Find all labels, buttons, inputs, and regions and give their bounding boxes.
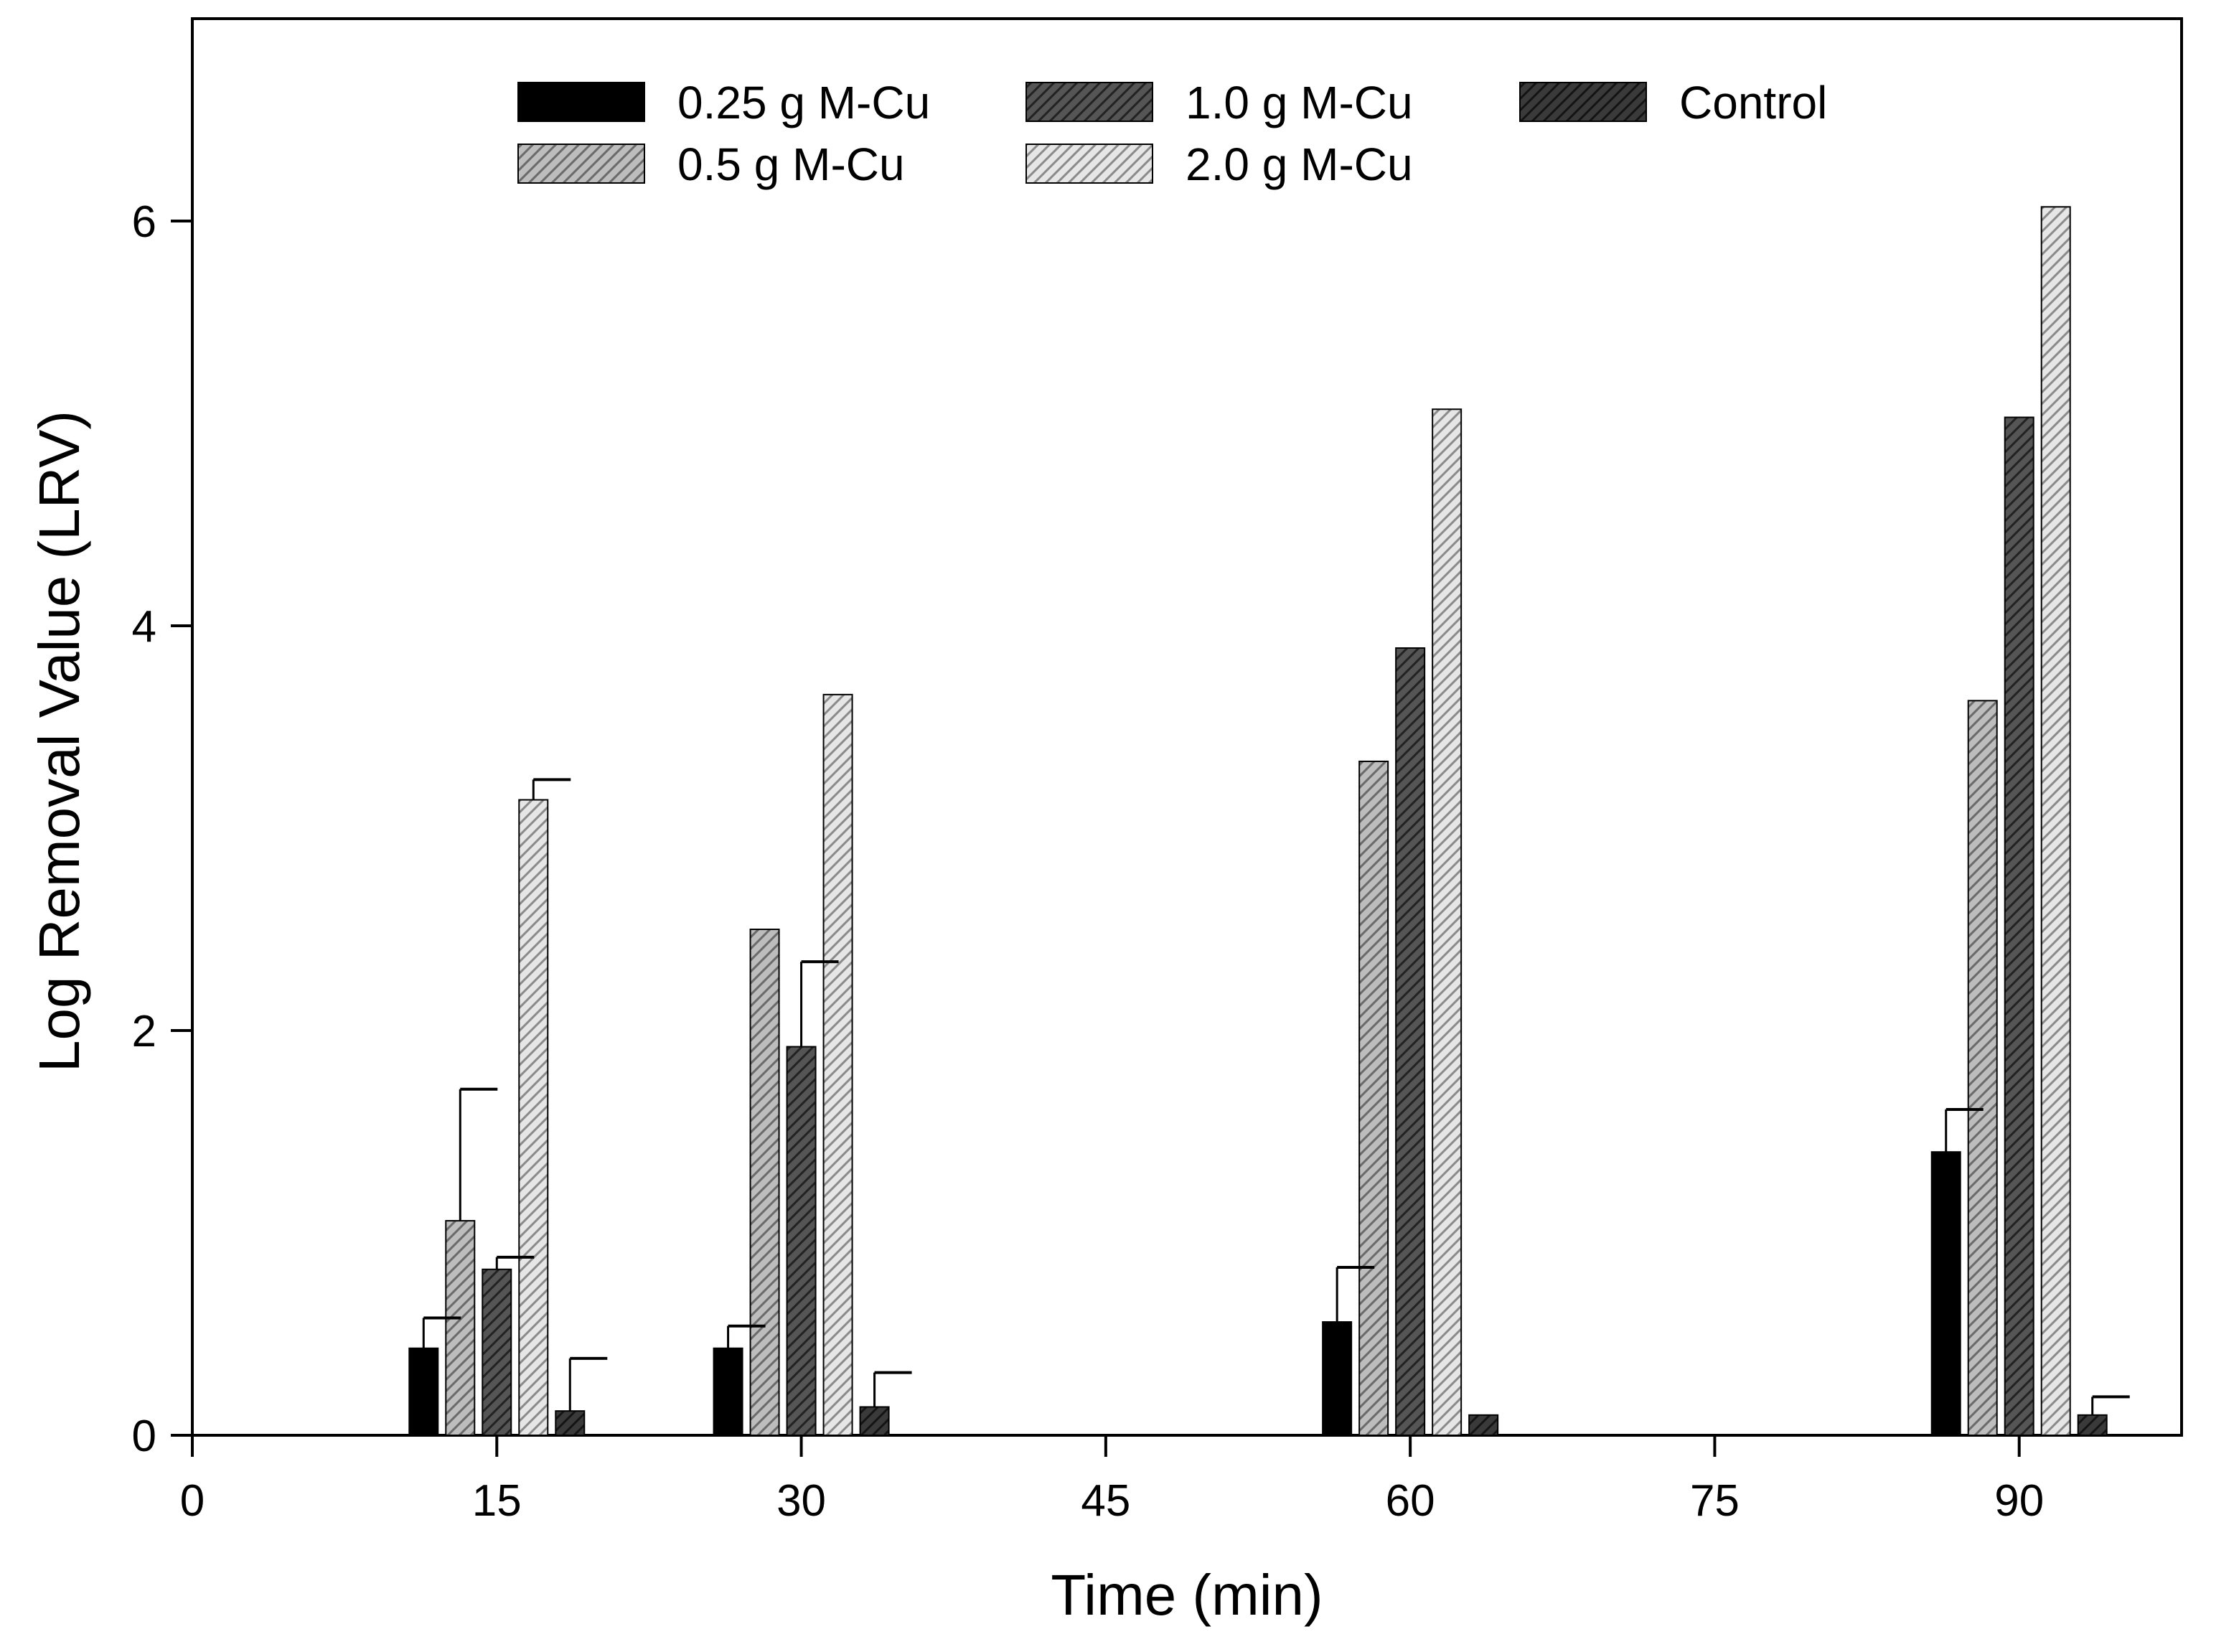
plot-frame-layer (191, 17, 2183, 1437)
bar-2-0-g-m-cu-t30 (822, 693, 853, 1436)
bar-2-0-g-m-cu-t90 (2040, 206, 2071, 1436)
bar-0-5-g-m-cu-t60 (1358, 760, 1389, 1436)
legend-swatch-1-0-g-m-cu (1025, 82, 1153, 122)
y-tick-label-6: 6 (132, 197, 156, 247)
bar-control-t15 (555, 1410, 586, 1437)
x-tick-label-75: 75 (1690, 1476, 1740, 1526)
bar-0-5-g-m-cu-t15 (445, 1220, 476, 1436)
x-tick-label-60: 60 (1386, 1476, 1435, 1526)
x-tick-label-0: 0 (180, 1476, 205, 1526)
x-axis-label: Time (min) (1051, 1563, 1323, 1627)
plot-frame (191, 17, 2183, 1437)
bar-0-25-g-m-cu-t90 (1930, 1151, 1961, 1436)
x-tick-label-45: 45 (1081, 1476, 1130, 1526)
legend-swatch-control (1519, 82, 1647, 122)
bar-control-t90 (2077, 1414, 2108, 1437)
y-tick-label-4: 4 (132, 602, 156, 652)
legend-label-0-25-g-m-cu: 0.25 g M-Cu (677, 77, 930, 128)
legend-swatch-0-5-g-m-cu (517, 144, 645, 184)
y-tick-label-2: 2 (132, 1007, 156, 1056)
bar-control-t60 (1468, 1414, 1499, 1437)
bar-0-25-g-m-cu-t30 (713, 1347, 743, 1436)
bar-0-5-g-m-cu-t90 (1967, 700, 1998, 1436)
error-bars-layer (422, 778, 2130, 1415)
legend: 0.25 g M-Cu 1.0 g M-Cu Control 0.5 g M-Cu 2.… (517, 77, 1827, 190)
legend-swatch-2-0-g-m-cu (1025, 144, 1153, 184)
bars-layer (408, 206, 2108, 1437)
legend-label-2-0-g-m-cu: 2.0 g M-Cu (1186, 139, 1413, 190)
legend-label-0-5-g-m-cu: 0.5 g M-Cu (677, 139, 905, 190)
bar-1-0-g-m-cu-t60 (1395, 647, 1426, 1436)
bar-0-25-g-m-cu-t60 (1322, 1321, 1353, 1436)
bar-0-5-g-m-cu-t30 (749, 929, 780, 1436)
axes-layer: 0 15 30 45 60 75 90 0 2 4 6 (132, 197, 2045, 1526)
bar-2-0-g-m-cu-t60 (1432, 408, 1463, 1436)
legend-label-control: Control (1679, 77, 1827, 128)
bar-1-0-g-m-cu-t15 (482, 1268, 512, 1437)
legend-label-1-0-g-m-cu: 1.0 g M-Cu (1186, 77, 1413, 128)
x-tick-label-30: 30 (776, 1476, 826, 1526)
bar-1-0-g-m-cu-t90 (2004, 416, 2034, 1436)
bar-0-25-g-m-cu-t15 (408, 1347, 439, 1436)
legend-swatch-0-25-g-m-cu (517, 82, 645, 122)
y-tick-label-0: 0 (132, 1412, 156, 1461)
x-tick-label-15: 15 (472, 1476, 522, 1526)
bar-control-t30 (859, 1406, 890, 1437)
bar-2-0-g-m-cu-t15 (518, 799, 549, 1436)
bar-1-0-g-m-cu-t30 (786, 1046, 817, 1437)
x-tick-label-90: 90 (1994, 1476, 2044, 1526)
y-axis-label: Log Removal Value (LRV) (27, 410, 91, 1072)
